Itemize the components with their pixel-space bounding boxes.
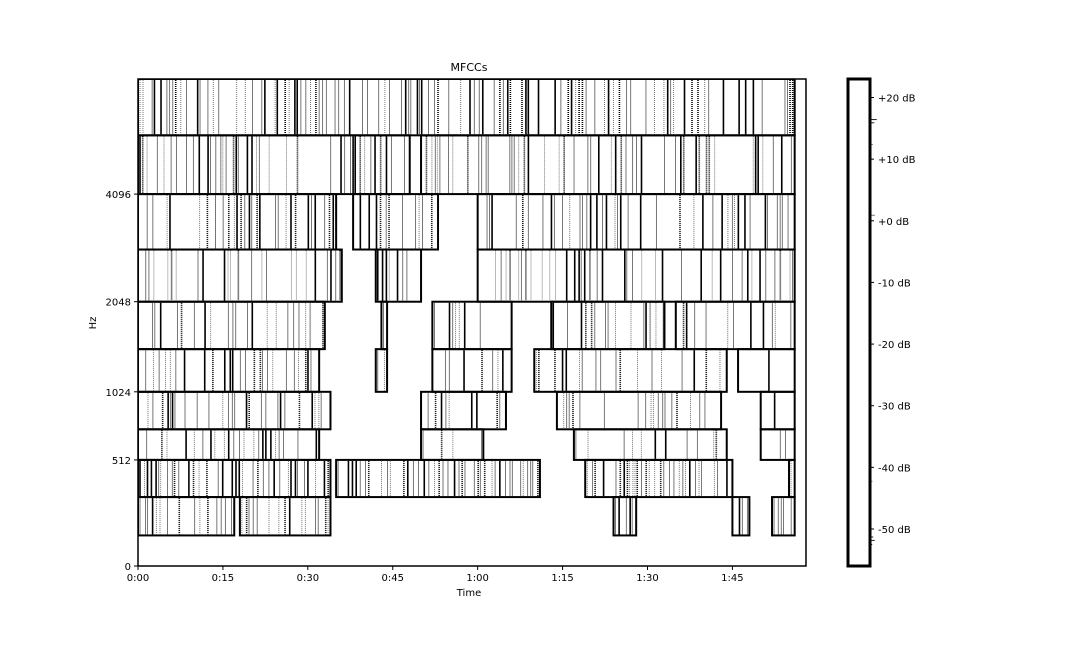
band-6-segment-2 — [557, 392, 721, 429]
band-6-segment-3 — [761, 392, 795, 429]
band-6-segment-0 — [138, 392, 330, 429]
y-axis: 0 512 1024 2048 4096 — [106, 190, 138, 573]
colorbar-tick-label: -50 dB — [878, 525, 911, 536]
y-tick-label: 512 — [112, 456, 131, 467]
y-axis-label: Hz — [88, 317, 99, 330]
band-3-segment-0 — [138, 250, 342, 302]
band-8-segment-1 — [336, 460, 540, 497]
y-tick-label: 1024 — [106, 388, 131, 399]
y-tick-label: 0 — [125, 562, 131, 573]
band-9-segment-3 — [732, 497, 749, 535]
band-5-segment-2 — [432, 349, 511, 392]
x-tick-label: 1:30 — [636, 573, 658, 584]
x-tick-label: 0:00 — [127, 573, 149, 584]
colorbar-tick-label: -20 dB — [878, 340, 911, 351]
band-7-segment-1 — [421, 429, 483, 460]
x-tick-label: 0:45 — [382, 573, 404, 584]
colorbar-tick-label: +0 dB — [878, 217, 909, 228]
x-tick-label: 0:15 — [212, 573, 234, 584]
band-4-segment-0 — [138, 302, 325, 349]
band-8-segment-0 — [138, 460, 330, 497]
colorbar-tick-label: -30 dB — [878, 402, 911, 413]
band-7-segment-2 — [574, 429, 727, 460]
x-tick-label: 1:00 — [466, 573, 488, 584]
colorbar-frame — [848, 79, 870, 566]
band-2-segment-1 — [353, 194, 438, 249]
x-axis-label: Time — [456, 588, 481, 599]
colorbar-ticks: +20 dB +10 dB +0 dB -10 dB -20 dB -30 dB -40 d… — [870, 93, 916, 536]
x-tick-label: 0:30 — [297, 573, 319, 584]
colorbar — [848, 79, 877, 566]
chart-title: MFCCs — [451, 61, 488, 74]
band-2-segment-2 — [478, 194, 795, 249]
colorbar-tick-label: +20 dB — [878, 93, 916, 104]
colorbar-tick-label: -40 dB — [878, 463, 911, 474]
x-tick-label: 1:45 — [721, 573, 743, 584]
band-1-segment-0 — [138, 135, 410, 194]
band-7-segment-3 — [761, 429, 795, 460]
band-6-segment-1 — [421, 392, 506, 429]
band-1-segment-1 — [421, 135, 795, 194]
band-4-segment-1 — [381, 302, 387, 349]
colorbar-tick-label: -10 dB — [878, 278, 911, 289]
band-5-segment-4 — [738, 349, 795, 392]
x-axis: 0:00 0:15 0:30 0:45 1:00 1:15 1:30 1:45 — [127, 566, 744, 584]
band-4-segment-2 — [432, 302, 511, 349]
colorbar-tick-label: +10 dB — [878, 155, 916, 166]
x-tick-label: 1:15 — [551, 573, 573, 584]
band-4-segment-4 — [676, 302, 795, 349]
band-9-segment-2 — [614, 497, 637, 535]
y-tick-label: 2048 — [106, 298, 131, 309]
y-tick-label: 4096 — [106, 190, 131, 201]
band-8-segment-2 — [585, 460, 732, 497]
spectrogram-heatmap — [138, 79, 795, 535]
band-8-segment-3 — [789, 460, 795, 497]
